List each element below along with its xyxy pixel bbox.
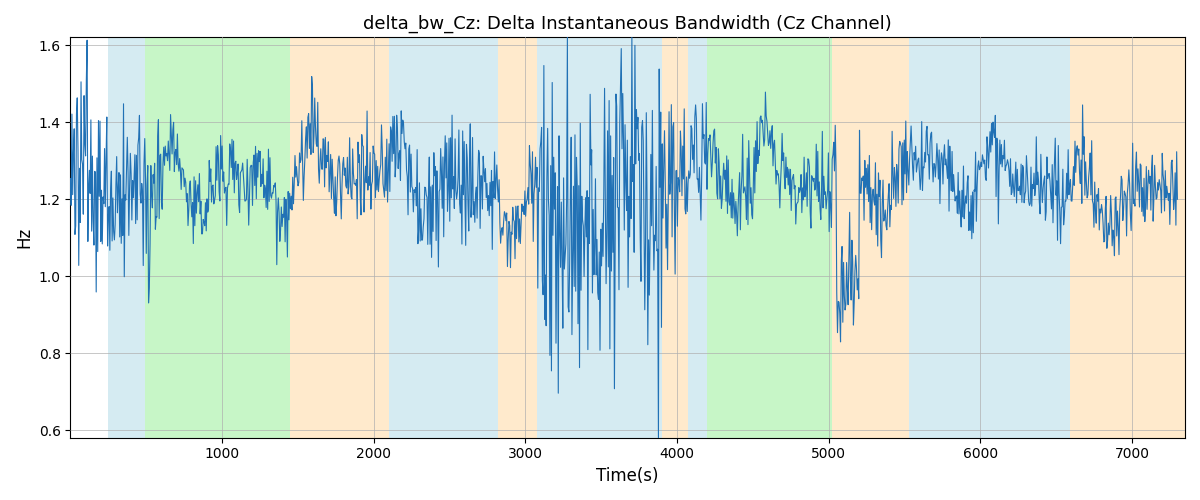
Y-axis label: Hz: Hz [14, 227, 32, 248]
Bar [662, 38, 688, 438]
Bar [1069, 38, 1184, 438]
Bar [389, 38, 498, 438]
Bar [498, 38, 538, 438]
Bar [145, 38, 290, 438]
Bar [707, 38, 832, 438]
Bar [108, 38, 145, 438]
Bar [688, 38, 707, 438]
X-axis label: Time(s): Time(s) [596, 467, 659, 485]
Bar [538, 38, 662, 438]
Bar [832, 38, 910, 438]
Bar [910, 38, 1069, 438]
Title: delta_bw_Cz: Delta Instantaneous Bandwidth (Cz Channel): delta_bw_Cz: Delta Instantaneous Bandwid… [364, 15, 892, 34]
Bar [290, 38, 389, 438]
